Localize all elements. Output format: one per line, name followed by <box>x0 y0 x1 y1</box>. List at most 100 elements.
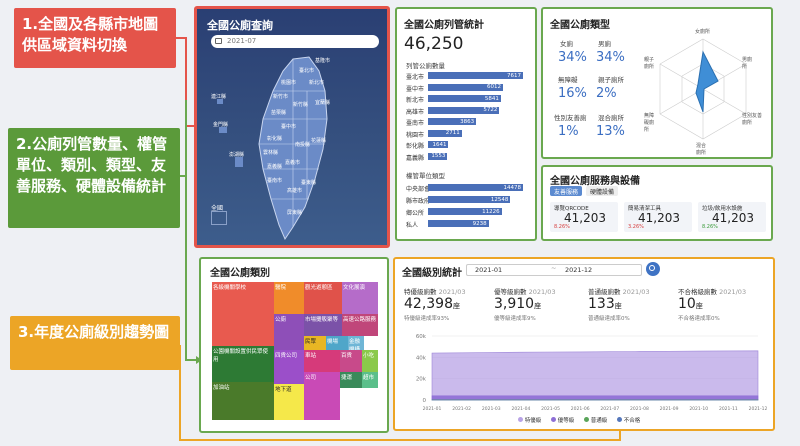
service-value: 41,203 <box>638 211 680 225</box>
bar[interactable] <box>428 196 511 203</box>
bar[interactable] <box>428 184 523 191</box>
legend-item[interactable]: 普通級 <box>584 417 607 424</box>
bar[interactable] <box>428 72 523 79</box>
county-label[interactable]: 新竹市 <box>273 94 289 100</box>
county-label[interactable]: 新竹縣 <box>293 102 309 108</box>
series-area[interactable] <box>431 350 759 401</box>
range-separator: ~ <box>551 264 557 272</box>
legend-item[interactable]: 優等級 <box>551 417 574 424</box>
type-radar-chart <box>659 38 747 140</box>
bar[interactable] <box>428 208 502 215</box>
date-range-picker[interactable]: 2021-01 ~ 2021-12 <box>466 264 642 276</box>
date-to[interactable]: 2021-12 <box>565 266 593 274</box>
treemap-cell[interactable]: 市場攤販聚等 <box>304 314 342 336</box>
series-area[interactable] <box>431 395 759 401</box>
county-label[interactable]: 澎湖縣 <box>229 152 245 158</box>
level-highlight <box>393 257 775 431</box>
treemap-cell[interactable]: 文化展演 <box>342 282 378 314</box>
county-label[interactable]: 臺南市 <box>267 178 283 184</box>
bar[interactable] <box>428 95 501 102</box>
county-label[interactable]: 臺東縣 <box>301 180 317 186</box>
treemap-cell[interactable]: 公園機關設置供民眾使用 <box>212 346 274 382</box>
treemap-cell[interactable]: 四貨公司 <box>274 350 304 384</box>
type-label: 男廁 <box>598 40 611 48</box>
bar[interactable] <box>428 106 500 114</box>
taiwan-map[interactable] <box>197 49 387 249</box>
county-label[interactable]: 宜蘭縣 <box>315 100 331 106</box>
treemap-cell[interactable]: 醫院 <box>274 282 304 314</box>
tab-friendly-service[interactable]: 友善服務 <box>550 186 583 196</box>
bar-label: 臺中市 <box>406 85 425 93</box>
county-label[interactable]: 臺北市 <box>299 68 315 74</box>
treemap-cell[interactable]: 車站 <box>304 350 340 372</box>
y-tick-label: 60k <box>416 334 427 340</box>
county-label[interactable]: 桃園市 <box>281 80 297 86</box>
treemap-cell[interactable]: 觀光遊憩區 <box>304 282 342 314</box>
tab-hardware[interactable]: 硬體設備 <box>586 186 619 196</box>
bar[interactable] <box>428 152 448 160</box>
bar-value: 5841 <box>484 95 499 102</box>
bar[interactable] <box>428 129 462 137</box>
treemap-cell[interactable]: 捷運 <box>340 372 362 388</box>
callout-map: 1.全國及各縣市地圖供區域資料切換 <box>14 8 176 68</box>
bar-label: 中央部會 <box>406 186 431 193</box>
type-value: 34% <box>558 50 587 65</box>
treemap-cell[interactable]: 超市 <box>362 372 378 388</box>
service-card[interactable]: 導覽QRCODE 41,203 8.26% <box>550 202 618 232</box>
service-card[interactable]: 垃圾/飲用水設施 41,203 8.26% <box>698 202 766 232</box>
county-label[interactable]: 花蓮縣 <box>311 138 327 144</box>
county-label[interactable]: 南投縣 <box>295 142 311 148</box>
county-label[interactable]: 高雄市 <box>287 188 303 194</box>
treemap-cell[interactable]: 機場 <box>326 336 348 350</box>
treemap-cell[interactable]: 公司 <box>304 372 340 420</box>
bar[interactable] <box>428 83 503 91</box>
bar-label: 臺北市 <box>406 74 425 81</box>
county-label[interactable]: 連江縣 <box>211 94 227 100</box>
bar-value: 6012 <box>486 84 501 90</box>
level-panel: 全國級別統計 2021-01 ~ 2021-12 特優級廁數 2021/03 4… <box>394 258 774 430</box>
map-county-labels: 連江縣 金門縣 澎湖縣 基隆市 臺北市 新北市 桃園市 新竹市 新竹縣 苗栗縣 … <box>197 49 387 249</box>
level-subtitle: 特優級達成率93% <box>404 316 450 322</box>
legend-item[interactable]: 特優級 <box>518 417 541 424</box>
bar[interactable] <box>428 220 489 227</box>
treemap-cell[interactable]: 民眾 <box>304 336 326 350</box>
county-label[interactable]: 臺中市 <box>281 124 297 130</box>
county-label[interactable]: 雲林縣 <box>263 150 279 156</box>
treemap-cell[interactable]: 小吃 <box>362 350 378 372</box>
search-button[interactable] <box>646 262 660 276</box>
treemap-cell[interactable]: 各級機關學校 <box>212 282 274 346</box>
service-card[interactable]: 簡易清潔工具 41,203 3.26% <box>624 202 692 232</box>
county-label[interactable]: 彰化縣 <box>267 136 283 142</box>
island-inset[interactable] <box>211 211 227 225</box>
county-label[interactable]: 嘉義市 <box>285 160 301 166</box>
service-label: 垃圾/飲用水設施 <box>702 206 743 212</box>
county-label[interactable]: 金門縣 <box>213 122 229 128</box>
treemap-cell[interactable]: 高速公路服務 <box>342 314 378 336</box>
level-value: 42,398座 <box>404 296 460 312</box>
bar[interactable] <box>428 118 477 125</box>
service-change: 8.26% <box>554 224 570 230</box>
type-value: 13% <box>596 124 625 139</box>
county-label[interactable]: 新北市 <box>309 80 325 86</box>
county-label[interactable]: 屏東縣 <box>287 210 303 216</box>
bar-value: 12548 <box>490 196 509 203</box>
level-subtitle: 普通級達成率0% <box>588 316 630 322</box>
treemap-cell[interactable]: 地下道 <box>274 384 304 420</box>
category-treemap[interactable]: 各級機關學校 醫院 觀光遊憩區 文化展演 公園機關設置供民眾使用 公廁 市場攤販… <box>212 282 378 420</box>
date-from[interactable]: 2021-01 <box>475 266 503 274</box>
date-picker[interactable]: 2021-07 <box>211 35 379 48</box>
county-label[interactable]: 苗栗縣 <box>271 110 287 116</box>
y-tick-label: 20k <box>416 377 427 383</box>
bar[interactable] <box>428 141 449 148</box>
treemap-cell[interactable]: 百貨 <box>340 350 362 372</box>
county-label[interactable]: 嘉義縣 <box>267 164 283 170</box>
county-label[interactable]: 基隆市 <box>315 58 331 64</box>
bar-label: 新北市 <box>406 97 425 104</box>
legend-item[interactable]: 不合格 <box>617 417 640 424</box>
radar-label: 親子廁所 <box>644 57 655 70</box>
treemap-cell[interactable]: 公廁 <box>274 314 304 350</box>
treemap-cell[interactable]: 加油站 <box>212 382 274 420</box>
level-subtitle: 優等級達成率9% <box>494 316 536 322</box>
category-title: 全國公廁類別 <box>210 268 270 279</box>
island-label: 全國 <box>211 205 224 212</box>
